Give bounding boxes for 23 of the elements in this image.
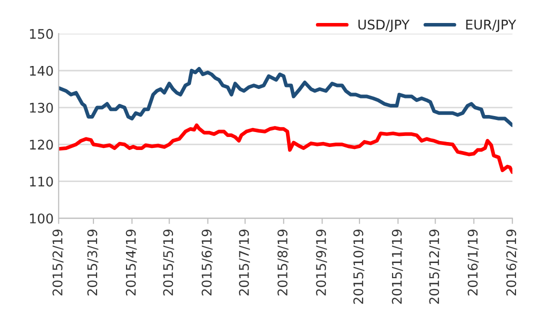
y-tick-label: 120 <box>30 140 53 150</box>
y-tick-label: 140 <box>30 66 53 76</box>
x-tick-label: 2015/4/19 <box>126 230 137 296</box>
y-tick-label: 100 <box>30 214 53 224</box>
x-tick-label: 2015/7/19 <box>238 230 250 296</box>
y-tick-label: 150 <box>30 28 53 39</box>
x-tick-label: 2015/2/19 <box>52 230 64 296</box>
x-tick-label: 2015/10/19 <box>353 230 364 304</box>
y-tick-label: 110 <box>30 176 53 187</box>
x-tick-label: 2015/8/19 <box>277 230 289 296</box>
y-tick-label: 130 <box>30 102 53 113</box>
x-tick-label: 2015/3/19 <box>87 230 98 296</box>
legend-label: EUR/JPY <box>466 20 516 32</box>
line-series <box>58 66 512 128</box>
x-tick-label: 2016/2/19 <box>506 230 518 296</box>
legend-label: USD/JPY <box>358 20 410 32</box>
x-tick-label: 2015/11/19 <box>392 230 403 304</box>
x-tick-label: 2015/9/19 <box>316 230 328 296</box>
x-tick-label: 2015/12/19 <box>429 230 440 304</box>
x-tick-label: 2016/1/19 <box>468 230 479 296</box>
line-series <box>58 123 512 174</box>
x-tick-label: 2015/6/19 <box>202 230 213 296</box>
x-tick-label: 2015/5/19 <box>163 230 174 296</box>
